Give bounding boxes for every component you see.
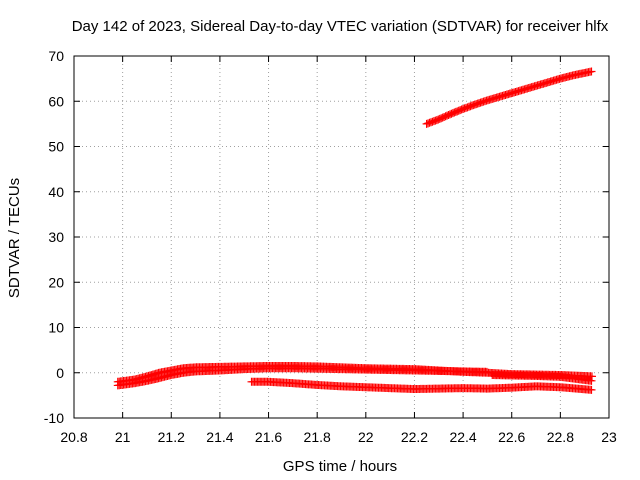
y-tick-labels: -10 0 10 20 30 40 50 60 70 <box>44 48 64 426</box>
series-track-5 <box>422 67 596 128</box>
y-axis-label: SDTVAR / TECUs <box>6 178 23 298</box>
y-tick-label: 40 <box>48 184 64 200</box>
data-point <box>482 367 491 376</box>
x-tick-label: 21.2 <box>158 429 185 445</box>
y-tick-label: 10 <box>48 320 64 336</box>
y-tick-label: 60 <box>48 93 64 109</box>
data-points <box>113 67 596 394</box>
y-tick-label: 20 <box>48 274 64 290</box>
data-point <box>587 385 596 394</box>
x-tick-label: 22 <box>358 429 374 445</box>
y-tick-label: 30 <box>48 229 64 245</box>
x-tick-label: 22.8 <box>547 429 574 445</box>
axis-ticks <box>73 55 610 419</box>
data-point <box>587 67 596 76</box>
chart-title: Day 142 of 2023, Sidereal Day-to-day VTE… <box>72 18 609 35</box>
data-point <box>587 376 596 385</box>
x-tick-label: 20.8 <box>60 429 87 445</box>
x-tick-label: 21.8 <box>304 429 331 445</box>
series-track-2 <box>113 364 491 390</box>
series-track-3 <box>488 371 596 385</box>
x-tick-label: 23 <box>601 429 617 445</box>
grid-lines <box>74 56 609 418</box>
x-tick-label: 22.6 <box>498 429 525 445</box>
y-tick-label: -10 <box>44 410 64 426</box>
x-tick-label: 21.6 <box>255 429 282 445</box>
y-tick-label: 0 <box>56 365 64 381</box>
x-tick-label: 21 <box>115 429 131 445</box>
x-tick-label: 21.4 <box>206 429 233 445</box>
x-tick-label: 22.2 <box>401 429 428 445</box>
series-track-4 <box>247 377 596 394</box>
y-tick-label: 70 <box>48 48 64 64</box>
x-tick-label: 22.4 <box>449 429 476 445</box>
x-tick-labels: 20.8 21 21.2 21.4 21.6 21.8 22 22.2 22.4 22.6 22.8… <box>60 429 617 445</box>
y-tick-label: 50 <box>48 139 64 155</box>
x-axis-label: GPS time / hours <box>283 458 397 475</box>
